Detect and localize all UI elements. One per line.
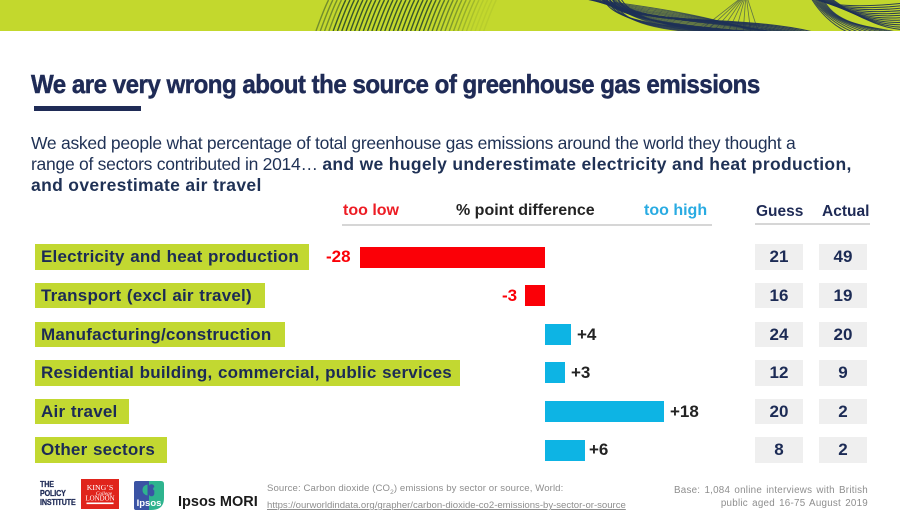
svg-text:LONDON: LONDON — [85, 496, 114, 503]
svg-text:College: College — [96, 491, 113, 497]
svg-text:KING’S: KING’S — [87, 483, 113, 492]
svg-text:Ipsos: Ipsos — [137, 498, 162, 509]
